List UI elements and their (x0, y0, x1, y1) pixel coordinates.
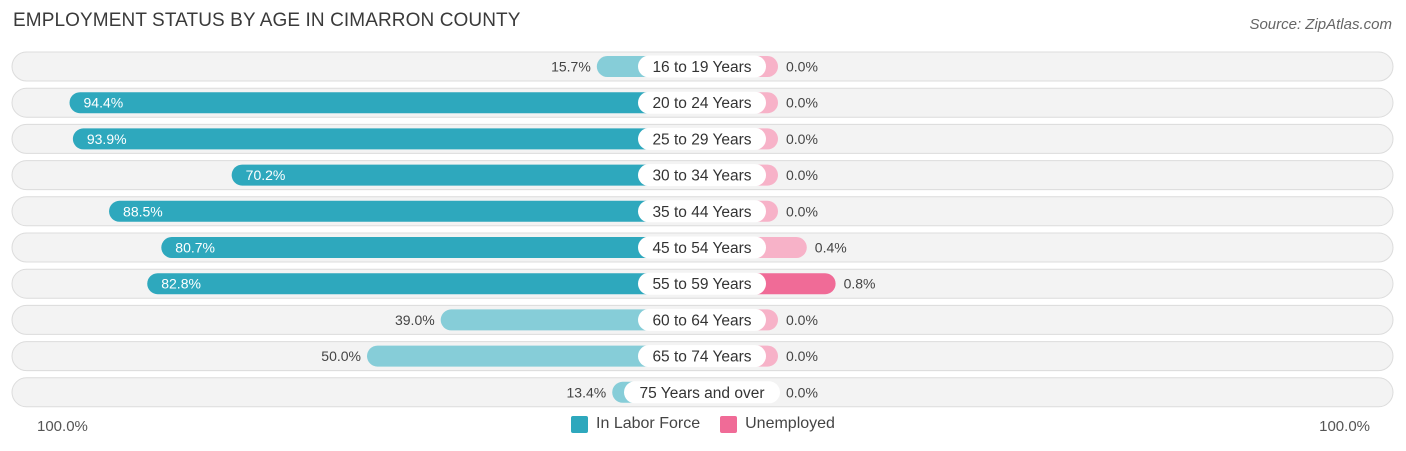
category-pill (638, 345, 766, 368)
category-label: 25 to 29 Years (652, 131, 751, 148)
bar-labor-force (231, 164, 702, 186)
value-label-labor-force: 39.0% (395, 312, 435, 328)
category-label: 45 to 54 Years (652, 240, 751, 257)
bar-labor-force (72, 128, 703, 150)
legend-item-labor-force: In Labor Force (571, 415, 700, 433)
bar-labor-force (440, 309, 702, 331)
category-pill (624, 381, 780, 404)
legend-label-labor-force: In Labor Force (596, 415, 701, 432)
category-label: 55 to 59 Years (652, 276, 751, 293)
category-pill (638, 200, 766, 223)
category-pill (638, 127, 766, 150)
value-label-labor-force: 13.4% (567, 384, 607, 400)
legend-label-unemployed: Unemployed (745, 415, 835, 432)
value-label-unemployed: 0.0% (786, 167, 818, 183)
category-pill (638, 308, 766, 331)
value-label-unemployed: 0.0% (786, 203, 818, 219)
value-label-labor-force: 50.0% (321, 348, 361, 364)
bar-labor-force (109, 200, 703, 222)
value-label-labor-force: 70.2% (246, 167, 286, 183)
bar-labor-force (161, 237, 702, 258)
chart-source: Source: ZipAtlas.com (1249, 16, 1392, 33)
value-label-unemployed: 0.4% (815, 240, 847, 256)
value-label-labor-force: 82.8% (161, 276, 201, 292)
category-pill (638, 272, 766, 295)
bar-chart: 16 to 19 Years 15.7% 0.0% 20 to 24 Years 94.… (11, 51, 1394, 408)
axis-label-left: 100.0% (37, 418, 88, 435)
legend-swatch-labor-force (571, 415, 589, 433)
legend: In Labor Force Unemployed (0, 415, 1406, 433)
category-pill (638, 236, 766, 259)
category-label: 20 to 24 Years (652, 95, 751, 112)
bar-labor-force (147, 273, 703, 295)
value-label-unemployed: 0.8% (844, 276, 876, 292)
value-label-labor-force: 88.5% (123, 203, 163, 219)
category-pill (638, 164, 766, 187)
value-label-labor-force: 93.9% (87, 131, 127, 147)
axis-label-right: 100.0% (1319, 418, 1370, 435)
category-label: 75 Years and over (640, 385, 765, 402)
legend-item-unemployed: Unemployed (720, 415, 835, 433)
value-label-labor-force: 15.7% (551, 59, 591, 75)
legend-swatch-unemployed (720, 415, 738, 433)
value-label-unemployed: 0.0% (786, 131, 818, 147)
category-label: 35 to 44 Years (652, 204, 751, 221)
category-pill (638, 55, 766, 78)
value-label-unemployed: 0.0% (786, 59, 818, 75)
chart-title: EMPLOYMENT STATUS BY AGE IN CIMARRON COU… (13, 10, 521, 31)
bar-labor-force (69, 92, 702, 114)
category-pill (638, 91, 766, 114)
value-label-unemployed: 0.0% (786, 384, 818, 400)
value-label-unemployed: 0.0% (786, 348, 818, 364)
value-label-labor-force: 80.7% (175, 240, 215, 256)
value-label-labor-force: 94.4% (84, 95, 124, 111)
bar-labor-force (367, 345, 702, 367)
value-label-unemployed: 0.0% (786, 312, 818, 328)
category-label: 16 to 19 Years (652, 59, 751, 76)
category-label: 60 to 64 Years (652, 312, 751, 329)
category-label: 65 to 74 Years (652, 349, 751, 366)
value-label-unemployed: 0.0% (786, 95, 818, 111)
category-label: 30 to 34 Years (652, 168, 751, 185)
